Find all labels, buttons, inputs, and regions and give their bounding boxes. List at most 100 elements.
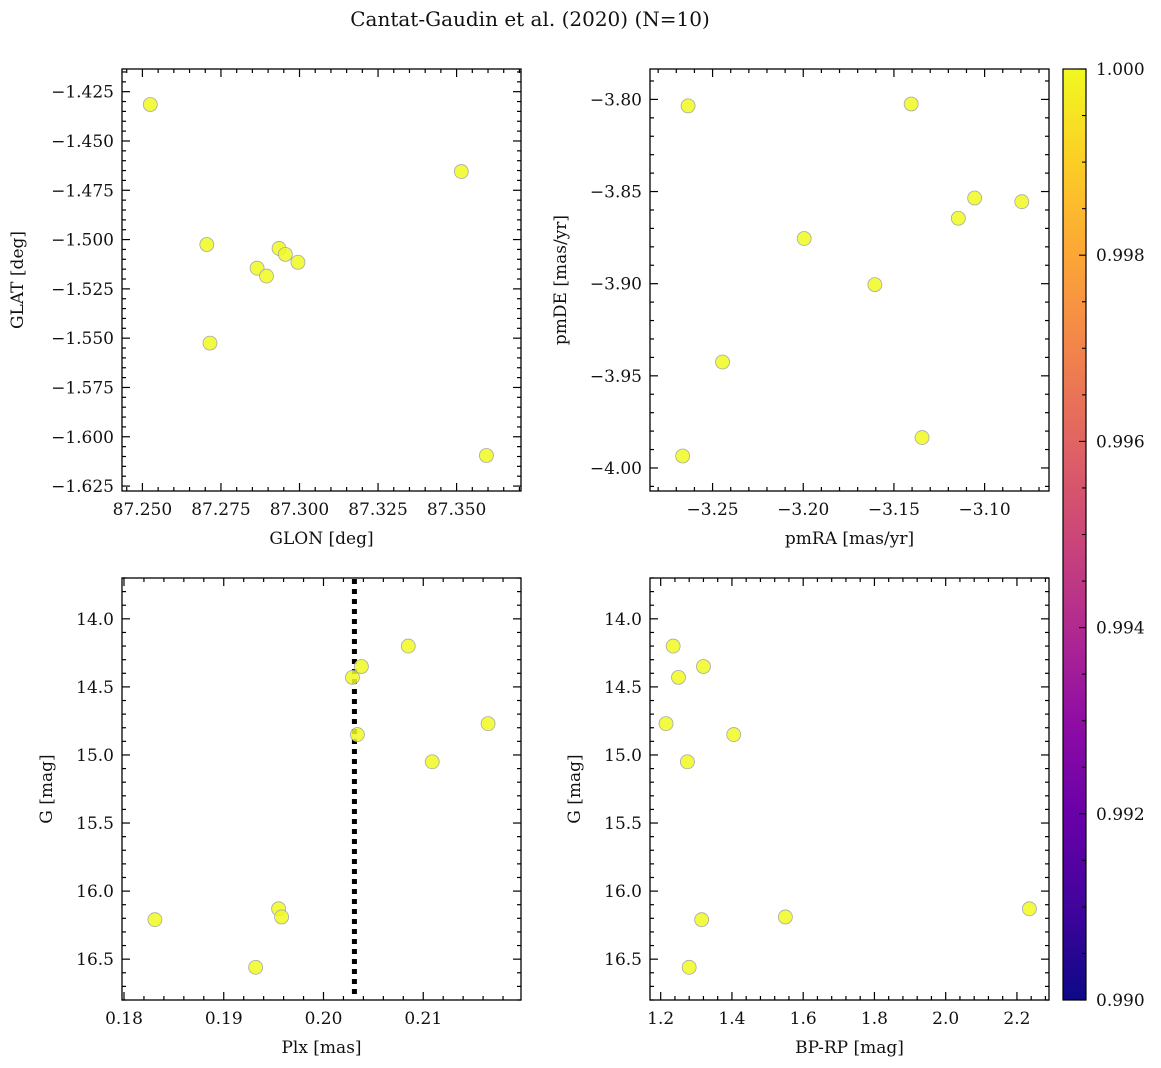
colorbar-tick-label: 0.990	[1096, 991, 1145, 1011]
data-point	[675, 448, 691, 464]
data-point	[903, 96, 919, 112]
y-tick-label: 16.5	[76, 950, 114, 970]
x-tick-label: 0.21	[404, 1009, 442, 1029]
y-tick-label: −3.80	[590, 90, 642, 110]
y-tick-label: 16.0	[76, 882, 114, 902]
x-tick-label: 87.275	[191, 500, 250, 520]
data-point	[777, 909, 793, 925]
data-point	[694, 912, 710, 928]
y-tick-label: 16.0	[604, 882, 642, 902]
y-tick-label: 15.0	[604, 746, 642, 766]
data-point	[1014, 194, 1030, 210]
plot-frame	[121, 577, 522, 1001]
data-point	[726, 727, 742, 742]
data-point	[259, 268, 274, 284]
y-tick-label: −1.475	[51, 181, 114, 201]
x-tick-label: 2.0	[932, 1009, 959, 1029]
y-tick-label: 15.5	[604, 814, 642, 834]
data-point	[681, 959, 697, 975]
data-point	[202, 335, 218, 351]
colorbar-frame	[1062, 68, 1087, 1001]
scatter-panel-3: 0.18 0.19 0.20 0.21 14.0 14.5 15.0 15.5 16.0 16.5…	[37, 577, 522, 1058]
x-axis-label: pmRA [mas/yr]	[785, 529, 914, 549]
y-tick-label: 14.5	[76, 678, 114, 698]
data-point	[350, 727, 365, 742]
x-tick-label: 87.250	[113, 500, 172, 520]
data-point	[696, 659, 711, 674]
data-point	[665, 638, 681, 654]
y-tick-label: −4.00	[590, 459, 642, 479]
y-tick-label: −1.575	[51, 378, 114, 398]
y-tick-label: −3.85	[590, 183, 642, 203]
x-tick-label: −3.20	[777, 500, 829, 520]
colorbar-tick-label: 0.992	[1096, 805, 1145, 825]
data-point	[424, 754, 440, 770]
y-tick-label: 15.0	[76, 746, 114, 766]
x-tick-label: 0.19	[205, 1009, 243, 1029]
colorbar-tick-label: 1.000	[1096, 60, 1145, 80]
plot-frame	[649, 577, 1050, 1001]
plot-frame	[121, 68, 522, 492]
x-tick-label: 1.8	[861, 1009, 888, 1029]
y-tick-label: −1.425	[51, 83, 114, 103]
x-axis-label: GLON [deg]	[269, 529, 373, 549]
ticks	[122, 69, 521, 491]
x-tick-label: 1.4	[718, 1009, 745, 1029]
data-point	[967, 190, 983, 206]
y-tick-label: 16.5	[604, 950, 642, 970]
x-tick-label: 0.18	[105, 1009, 143, 1029]
data-point	[353, 659, 369, 674]
y-axis-label: G [mag]	[37, 754, 57, 823]
ticks	[122, 577, 521, 1001]
data-point	[400, 638, 416, 654]
scatter-panel-2: −3.25 −3.20 −3.15 −3.10 −4.00 −3.95 −3.90 −3.85…	[551, 68, 1050, 549]
y-tick-label: 14.0	[604, 610, 642, 630]
x-tick-label: −3.15	[868, 500, 920, 520]
data-point	[345, 669, 360, 685]
x-axis-label: Plx [mas]	[281, 1038, 361, 1058]
scatter-panel-4: 1.2 1.4 1.6 1.8 2.0 2.2 14.0 14.5 15.0 15.5 16.0 16…	[565, 577, 1050, 1058]
data-point	[715, 354, 730, 370]
colorbar-tick-label: 0.996	[1096, 432, 1145, 452]
panels: 87.250 87.275 87.300 87.325 87.350 −1.625 −1.6…	[8, 68, 1050, 1058]
data-point	[290, 254, 306, 270]
data-point	[867, 277, 883, 293]
data-point	[274, 909, 290, 925]
data-point	[1022, 901, 1037, 917]
data-point	[671, 669, 686, 685]
ticks	[650, 577, 1049, 1001]
y-tick-label: −1.600	[51, 428, 114, 448]
figure-title: Cantat-Gaudin et al. (2020) (N=10)	[350, 7, 710, 31]
data-point	[248, 959, 264, 975]
x-tick-label: 87.300	[270, 500, 329, 520]
data-point	[277, 246, 293, 262]
x-axis-label: BP-RP [mag]	[795, 1038, 904, 1058]
colorbar-gradient	[1063, 69, 1086, 1000]
x-tick-label: 87.350	[427, 500, 486, 520]
x-tick-label: −3.10	[959, 500, 1011, 520]
y-tick-label: −3.95	[590, 367, 642, 387]
y-tick-label: 14.5	[604, 678, 642, 698]
scatter-panel-1: 87.250 87.275 87.300 87.325 87.350 −1.625 −1.6…	[8, 68, 522, 549]
colorbar-tick-label: 0.994	[1096, 619, 1145, 639]
data-point	[950, 210, 966, 226]
y-tick-label: 15.5	[76, 814, 114, 834]
y-axis-label: pmDE [mas/yr]	[551, 215, 571, 345]
y-tick-label: −3.90	[590, 275, 642, 295]
data-point	[480, 716, 496, 732]
x-tick-label: 0.20	[305, 1009, 343, 1029]
data-point	[199, 237, 215, 252]
colorbar: 0.990 0.992 0.994 0.996 0.998 1.000	[1062, 60, 1145, 1011]
x-tick-label: 1.6	[790, 1009, 817, 1029]
y-tick-label: −1.625	[51, 477, 114, 497]
x-tick-label: 2.2	[1003, 1009, 1030, 1029]
data-point	[453, 164, 469, 179]
y-axis-label: G [mag]	[565, 754, 585, 823]
data-point	[658, 716, 674, 732]
data-point	[142, 97, 158, 112]
data-point	[796, 231, 812, 246]
ticks	[650, 69, 1049, 491]
y-tick-label: −1.500	[51, 231, 114, 251]
data-point	[914, 430, 930, 445]
